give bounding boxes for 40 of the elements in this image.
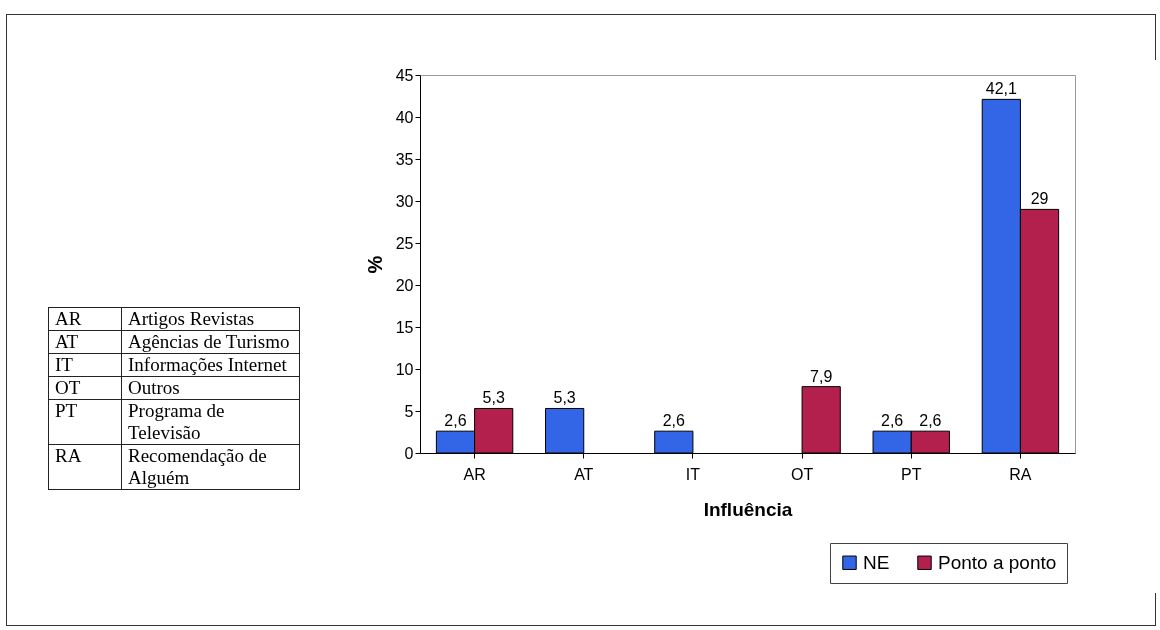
y-tick-label: 10 [395,360,414,378]
x-tick-label: PT [901,465,922,483]
data-label: 7,9 [810,367,833,385]
data-label: 5,3 [553,389,576,407]
data-label: 42,1 [985,80,1017,98]
text: Outros [121,376,300,400]
x-axis-title: Influência [703,498,793,520]
data-label: 2,6 [919,412,942,430]
x-tick-label: IT [685,465,701,483]
text: AT [48,330,122,354]
y-tick-label: 0 [404,444,414,462]
text: Agências de Turismo [121,330,300,354]
y-tick-label: 45 [395,66,414,84]
x-tick-label: OT [790,465,814,483]
text: Artigos Revistas [121,307,300,331]
text: AR [48,307,122,331]
text: IT [48,353,122,377]
y-axis-title: % [363,255,386,274]
text: PT [48,399,122,445]
text: Informações Internet [121,353,300,377]
y-tick-label: 25 [395,234,414,252]
data-label: 5,3 [482,389,505,407]
y-tick-label: 30 [395,192,414,210]
x-tick-label: AR [463,465,486,483]
y-tick-label: 35 [395,150,414,168]
text: Recomendação de Alguém [121,444,300,490]
y-tick-label: 5 [404,402,414,420]
text: OT [48,376,122,400]
y-tick-label: 40 [395,108,414,126]
data-label: 2,6 [881,412,904,430]
legend-label: Ponto a ponto [938,551,1057,573]
data-label: 29 [1030,190,1049,208]
y-tick-label: 15 [395,318,414,336]
x-tick-label: RA [1009,465,1032,483]
data-label: 2,6 [662,412,686,430]
legend-label: NE [863,551,890,573]
data-label: 2,6 [444,412,467,430]
y-tick-label: 20 [395,276,414,294]
x-tick-label: AT [574,465,594,483]
text: Programa de Televisão [121,399,300,445]
